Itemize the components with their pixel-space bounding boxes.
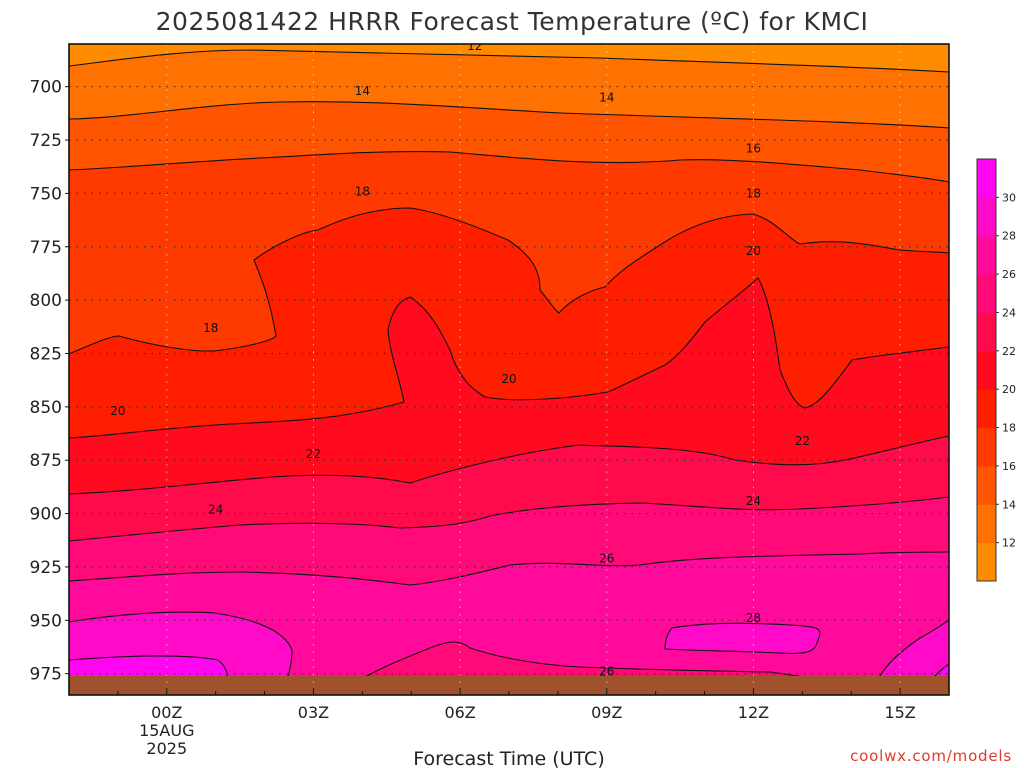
ground-terrain — [69, 676, 949, 695]
contour-16 — [69, 150, 949, 183]
x-tick-date-label: 15AUG — [139, 721, 194, 740]
contour-label-text: 18 — [746, 186, 761, 200]
x-tick-label: 06Z — [444, 703, 475, 722]
y-tick-label: 775 — [30, 238, 62, 258]
contour-18 — [69, 207, 949, 355]
plot-area: 12 14 14 16 18 18 18 20 20 20 22 22 24 24 26 26 28 — [69, 39, 949, 695]
contour-label: 12 — [467, 39, 482, 53]
colorbar-tick-label: 24 — [1002, 306, 1016, 319]
contour-label: 26 — [599, 551, 614, 565]
colorbar-swatch — [977, 465, 996, 505]
contour-label-text: 24 — [746, 494, 761, 508]
colorbar-swatch — [977, 504, 996, 544]
x-tick-label: 09Z — [591, 703, 622, 722]
contour-label-text: 28 — [746, 611, 761, 625]
contour-label-text: 14 — [599, 90, 614, 104]
contour-label: 20 — [501, 372, 516, 386]
y-tick-label: 700 — [30, 78, 62, 98]
colorbar-swatch — [977, 427, 996, 467]
y-tick-label: 925 — [30, 558, 62, 578]
y-tick-label: 825 — [30, 344, 62, 364]
colorbar-frame — [976, 158, 997, 582]
contour-26-sfc — [359, 641, 871, 695]
contour-12 — [69, 49, 949, 73]
x-tick-label: 15Z — [884, 703, 915, 722]
y-tick-label: 750 — [30, 184, 62, 204]
colorbar-tick-label: 14 — [1002, 498, 1016, 511]
contour-label-text: 20 — [110, 404, 125, 418]
colorbar-tick-label: 18 — [1002, 422, 1016, 435]
contour-label: 20 — [110, 404, 125, 418]
contour-label: 14 — [599, 90, 614, 104]
contour-label: 14 — [355, 84, 370, 98]
contour-label-text: 16 — [746, 142, 761, 156]
contour-label: 22 — [795, 434, 810, 448]
colorbar-tick-label: 30 — [1002, 191, 1016, 204]
colorbar-swatch — [977, 235, 996, 275]
x-tick-label: 00Z — [151, 703, 182, 722]
y-tick-label: 900 — [30, 505, 62, 525]
contour-labels: 12 14 14 16 18 18 18 20 20 20 22 22 24 24 26 26 28 — [110, 39, 810, 679]
colorbar-tick-label: 16 — [1002, 460, 1016, 473]
chart-title: 2025081422 HRRR Forecast Temperature (ºC… — [156, 7, 869, 36]
contour-label: 24 — [208, 502, 223, 516]
x-tick-label: 12Z — [738, 703, 769, 722]
colorbar-tick-label: 26 — [1002, 268, 1016, 281]
contour-label: 24 — [746, 494, 761, 508]
colorbar-swatch — [977, 389, 996, 429]
contour-label: 28 — [746, 611, 761, 625]
contour-label: 16 — [746, 142, 761, 156]
colorbar-tick-label: 12 — [1002, 537, 1016, 550]
contour-24 — [69, 496, 949, 542]
contour-label-text: 22 — [306, 447, 321, 461]
contour-label-text: 14 — [355, 84, 370, 98]
colorbar-swatch — [977, 350, 996, 390]
y-tick-label: 975 — [30, 665, 62, 685]
contour-lines — [69, 49, 949, 695]
colorbar: 12 14 16 18 20 22 24 26 28 30 — [976, 158, 1016, 582]
colorbar-swatch — [977, 159, 996, 198]
contour-28 — [69, 611, 293, 695]
contour-label-text: 12 — [467, 39, 482, 53]
y-tick-label: 950 — [30, 611, 62, 631]
contour-label: 18 — [746, 186, 761, 200]
contour-label-text: 18 — [355, 184, 370, 198]
contour-label-text: 26 — [599, 665, 614, 679]
contour-14 — [69, 101, 949, 129]
colorbar-tick-label: 28 — [1002, 230, 1016, 243]
band-28-30 — [665, 623, 820, 654]
contour-label: 22 — [306, 447, 321, 461]
contour-label-text: 24 — [208, 502, 223, 516]
colorbar-swatch — [977, 274, 996, 313]
contour-label-text: 26 — [599, 551, 614, 565]
contour-label-text: 20 — [501, 372, 516, 386]
contour-28 — [664, 622, 821, 654]
contour-label: 18 — [203, 321, 218, 335]
colorbar-swatch — [977, 197, 996, 237]
contour-label: 26 — [599, 665, 614, 679]
colorbar-swatch — [977, 542, 996, 582]
x-tick-label: 03Z — [298, 703, 329, 722]
contour-26 — [69, 551, 949, 586]
y-tick-label: 800 — [30, 291, 62, 311]
colorbar-tick-label: 20 — [1002, 383, 1016, 396]
y-tick-label: 725 — [30, 131, 62, 151]
x-axis-label: Forecast Time (UTC) — [413, 748, 604, 768]
contour-label: 20 — [746, 244, 761, 258]
contour-20 — [69, 277, 949, 439]
x-tick-year-label: 2025 — [146, 739, 187, 758]
contour-label-text: 20 — [746, 244, 761, 258]
y-tick-label: 875 — [30, 451, 62, 471]
contour-label-text: 18 — [203, 321, 218, 335]
y-axis: 700 725 750 775 800 825 850 875 900 925 950 975 — [30, 78, 69, 685]
contour-label-text: 22 — [795, 434, 810, 448]
colorbar-swatch — [977, 312, 996, 352]
credit-text: coolwx.com/models — [850, 747, 1012, 765]
colorbar-tick-label: 22 — [1002, 345, 1016, 358]
y-tick-label: 850 — [30, 398, 62, 418]
contour-label: 18 — [355, 184, 370, 198]
